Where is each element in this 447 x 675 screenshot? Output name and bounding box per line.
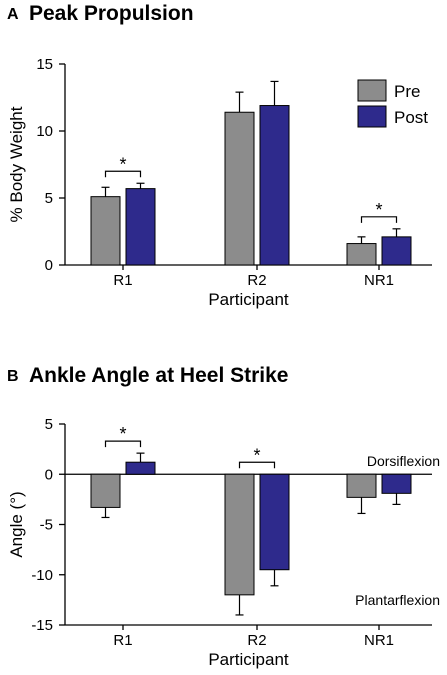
bar [346,473,377,498]
bar [125,188,156,266]
bar [381,236,412,266]
significance-label: * [119,424,126,444]
significance-bracket [104,440,142,448]
bar [381,473,412,494]
annotation-label: Plantarflexion [355,592,440,608]
x-axis-title: Participant [208,290,289,309]
y-tick-label: 15 [36,56,53,73]
annotation-label: Dorsiflexion [367,453,440,469]
x-tick-label: R2 [247,272,266,289]
y-tick-label: 5 [45,190,53,207]
bar [346,243,377,266]
chart-title: Ankle Angle at Heel Strike [29,364,289,387]
bar [259,473,290,571]
significance-label: * [253,445,260,465]
y-tick-label: 0 [45,466,53,483]
ankle-angle-panel: B Ankle Angle at Heel Strike -15 -10 -5 0 5 R… [0,340,447,675]
ankle-angle-chart: -15 -10 -5 0 5 R1 R2 NR1 Participant Angle (°) * * D… [7,416,440,669]
significance-label: * [119,154,126,174]
y-tick-label: -5 [40,517,53,534]
x-tick-label: R2 [247,632,266,649]
legend-swatch [357,79,387,102]
bar [125,461,156,475]
y-axis-title: % Body Weight [7,106,26,222]
y-tick-label: -10 [31,567,53,584]
bar [259,105,290,266]
y-axis-title: Angle (°) [7,491,26,557]
panel-label: A [7,6,19,23]
legend-label: Post [394,108,428,127]
y-tick-label: -15 [31,617,53,634]
y-tick-label: 10 [36,123,53,140]
bar [224,111,255,266]
x-axis-title: Participant [208,650,289,669]
significance-bracket [360,216,398,223]
y-tick-label: 0 [45,257,53,274]
peak-propulsion-chart: 0 5 10 15 R1 R2 NR1 Participant % Body Weight * * P… [7,56,432,309]
bar [224,473,255,596]
bar [90,196,121,266]
significance-bracket [238,461,276,469]
legend-label: Pre [394,82,420,101]
x-tick-label: R1 [113,272,132,289]
bar [90,473,121,508]
peak-propulsion-panel: A Peak Propulsion 0 5 10 15 R1 R2 NR1 Participa… [7,2,432,309]
significance-label: * [375,200,382,220]
y-tick-label: 5 [45,416,53,433]
x-tick-label: NR1 [364,632,394,649]
significance-bracket [104,170,142,178]
legend-swatch [357,105,387,128]
x-tick-label: NR1 [364,272,394,289]
chart-title: Peak Propulsion [29,2,194,25]
panel-label: B [7,368,19,385]
x-tick-label: R1 [113,632,132,649]
